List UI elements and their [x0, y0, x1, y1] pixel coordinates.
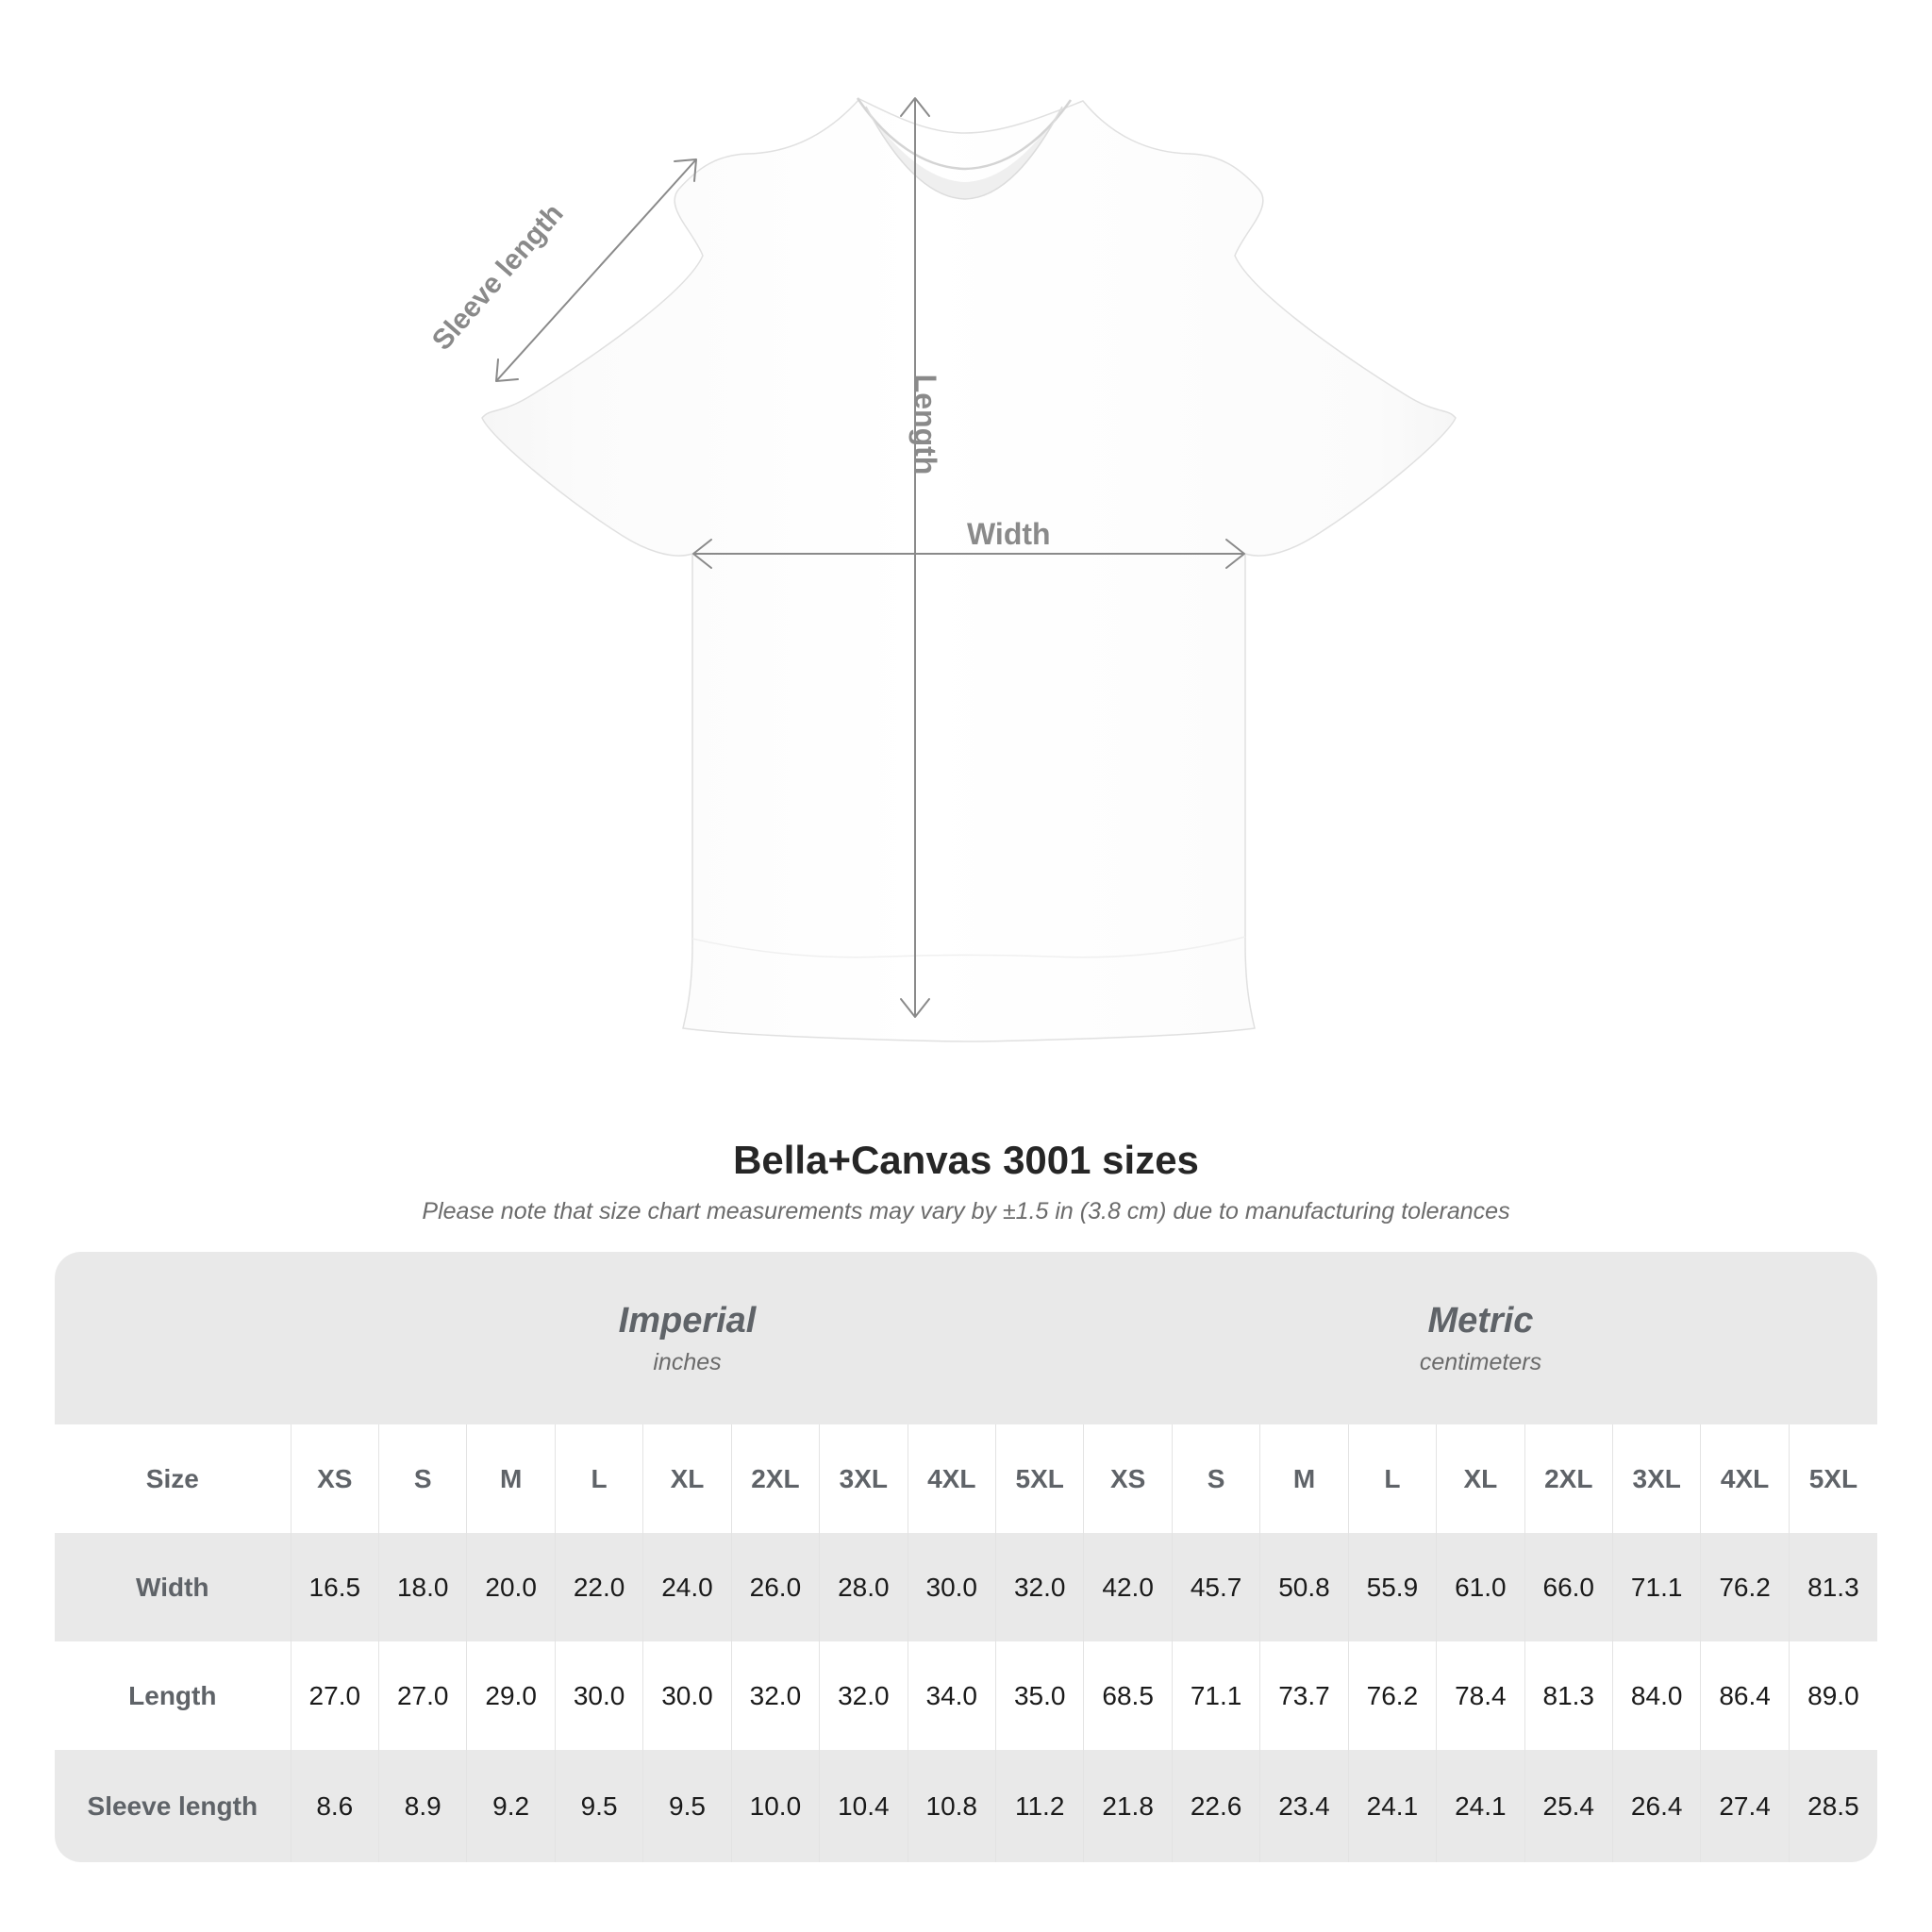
svg-text:Sleeve length: Sleeve length — [426, 198, 570, 357]
svg-text:Length: Length — [908, 375, 942, 475]
svg-text:Width: Width — [967, 517, 1051, 551]
